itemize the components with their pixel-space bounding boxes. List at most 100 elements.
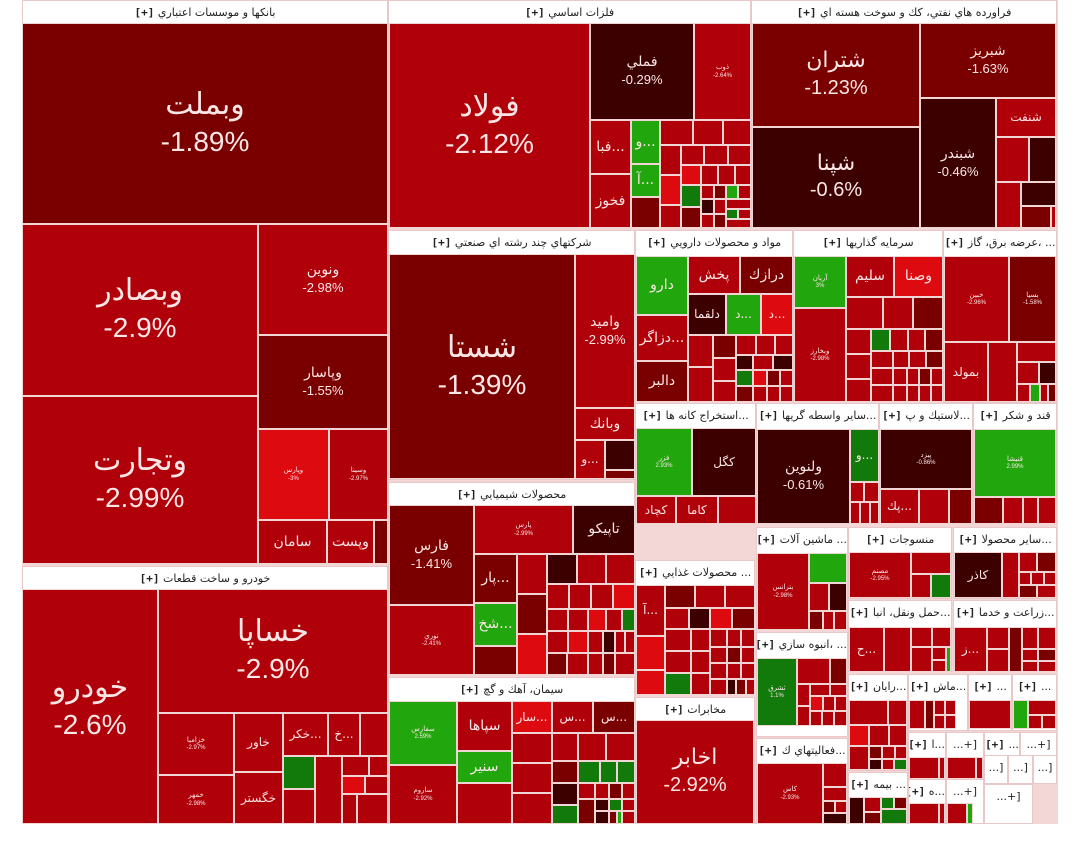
- stock-tile[interactable]: [568, 609, 588, 631]
- stock-tile-foolad[interactable]: فولاد -2.12%: [389, 23, 590, 228]
- stock-tile-vbmellat[interactable]: وبملت -1.89%: [22, 23, 388, 224]
- stock-tile[interactable]: [829, 583, 847, 611]
- stock-tile[interactable]: [660, 205, 681, 228]
- stock-tile[interactable]: [578, 783, 595, 799]
- sector-title[interactable]: ...ماش [+]: [909, 675, 967, 697]
- stock-tile[interactable]: [1017, 384, 1030, 402]
- sector-title[interactable]: ... ماشين آلات [+]: [757, 528, 847, 550]
- stock-tile[interactable]: [588, 653, 603, 675]
- stock-tile[interactable]: [681, 145, 704, 165]
- stock-tile[interactable]: [283, 789, 315, 824]
- stock-tile-sar[interactable]: ...سار: [512, 701, 552, 733]
- stock-tile-bmoled[interactable]: بمولد: [944, 342, 988, 402]
- stock-tile[interactable]: [369, 756, 388, 776]
- stock-tile[interactable]: [947, 803, 967, 824]
- stock-tile[interactable]: [714, 199, 726, 214]
- stock-tile[interactable]: [894, 759, 907, 770]
- stock-tile[interactable]: [822, 711, 834, 726]
- stock-tile[interactable]: [681, 207, 701, 228]
- stock-tile[interactable]: [710, 608, 732, 629]
- expand-icon[interactable]: [+]: [134, 6, 155, 19]
- stock-tile-par[interactable]: ...پار: [474, 554, 517, 603]
- stock-tile-sfars[interactable]: سفارس 2.59%: [389, 701, 457, 765]
- stock-tile[interactable]: [881, 797, 894, 809]
- stock-tile[interactable]: [1029, 137, 1056, 182]
- expand-icon[interactable]: [+]: [663, 703, 684, 716]
- stock-tile-vpost[interactable]: وپست: [327, 520, 374, 564]
- stock-tile[interactable]: [947, 757, 976, 779]
- stock-tile[interactable]: [681, 165, 701, 185]
- stock-tile[interactable]: [578, 761, 600, 783]
- stock-tile[interactable]: [846, 329, 871, 354]
- stock-tile[interactable]: [665, 629, 691, 651]
- stock-tile[interactable]: [969, 700, 1011, 729]
- stock-tile[interactable]: [987, 649, 1009, 672]
- stock-tile[interactable]: [931, 385, 943, 402]
- stock-tile[interactable]: [780, 386, 793, 402]
- stock-tile-adots[interactable]: ...آ: [631, 164, 660, 197]
- stock-tile-pars[interactable]: پارس -2.99%: [474, 505, 573, 554]
- stock-tile[interactable]: [568, 631, 588, 653]
- stock-tile-noori[interactable]: نوري -2.41%: [389, 605, 474, 675]
- stock-tile[interactable]: [869, 746, 882, 759]
- stock-tile[interactable]: [988, 342, 1017, 402]
- sector-title[interactable]: شركتهاي چند رشته اي صنعتي [+]: [389, 231, 634, 253]
- stock-tile[interactable]: [595, 799, 609, 811]
- stock-tile[interactable]: [871, 368, 893, 385]
- stock-tile[interactable]: [736, 335, 756, 355]
- stock-tile[interactable]: [919, 385, 931, 402]
- stock-tile[interactable]: [552, 733, 578, 761]
- stock-tile-vbsader[interactable]: وبصادر -2.9%: [22, 224, 258, 396]
- expand-icon[interactable]: [+]: [646, 236, 667, 249]
- sector-title[interactable]: ...رايان [+]: [849, 675, 907, 697]
- sector-title[interactable]: [+...: [947, 733, 983, 755]
- stock-tile[interactable]: [823, 763, 847, 787]
- stock-tile[interactable]: [810, 696, 823, 711]
- stock-tile[interactable]: [753, 370, 767, 386]
- stock-tile[interactable]: [342, 756, 369, 776]
- stock-tile[interactable]: [893, 351, 909, 368]
- stock-tile-vnovin[interactable]: ونوين -2.98%: [258, 224, 388, 335]
- sector-title[interactable]: سيمان، آهك و گچ [+]: [389, 678, 634, 700]
- stock-tile[interactable]: [945, 715, 956, 729]
- stock-tile-fameli[interactable]: فملي -0.29%: [590, 23, 694, 120]
- expand-icon[interactable]: [+]: [985, 738, 1005, 751]
- stock-tile[interactable]: [552, 761, 578, 783]
- stock-tile[interactable]: [797, 706, 810, 726]
- stock-tile-ddots[interactable]: ...د: [761, 294, 793, 335]
- stock-tile-shasta[interactable]: شستا -1.39%: [389, 254, 575, 479]
- stock-tile[interactable]: [850, 502, 860, 524]
- stock-tile-sshargh[interactable]: ثشرق 1.1%: [757, 658, 797, 726]
- stock-tile[interactable]: [512, 733, 552, 763]
- stock-tile[interactable]: [691, 673, 710, 695]
- stock-tile[interactable]: [882, 759, 894, 770]
- stock-tile-shenaft[interactable]: شنفت: [996, 98, 1056, 137]
- stock-tile[interactable]: [949, 489, 972, 524]
- expand-icon[interactable]: [+]: [796, 6, 817, 19]
- stock-tile[interactable]: [1019, 572, 1031, 585]
- stock-tile[interactable]: [636, 670, 665, 695]
- stock-tile[interactable]: [735, 165, 751, 185]
- stock-tile[interactable]: [1002, 552, 1019, 598]
- stock-tile[interactable]: [578, 799, 595, 824]
- sector-title[interactable]: مواد و محصولات دارويي [+]: [636, 231, 792, 253]
- stock-tile[interactable]: [660, 120, 693, 145]
- stock-tile[interactable]: [1017, 362, 1039, 384]
- stock-tile[interactable]: [882, 746, 895, 759]
- stock-tile[interactable]: [710, 629, 727, 647]
- stock-tile-daroo[interactable]: دارو: [636, 256, 688, 315]
- stock-tile[interactable]: [939, 757, 945, 779]
- stock-tile[interactable]: [850, 482, 864, 502]
- stock-tile[interactable]: [911, 574, 931, 598]
- stock-tile[interactable]: [710, 663, 727, 679]
- stock-tile[interactable]: [911, 627, 932, 647]
- expand-icon[interactable]: [+]: [638, 566, 659, 579]
- stock-tile-khkar[interactable]: ...خكر: [283, 713, 328, 756]
- stock-tile[interactable]: [996, 182, 1021, 228]
- stock-tile[interactable]: [797, 658, 830, 684]
- stock-tile[interactable]: [946, 647, 951, 672]
- stock-tile[interactable]: [1048, 384, 1056, 402]
- sector-title[interactable]: سرمايه گذاريها [+]: [794, 231, 942, 253]
- expand-icon[interactable]: [+]: [909, 785, 926, 798]
- stock-tile[interactable]: [718, 165, 735, 185]
